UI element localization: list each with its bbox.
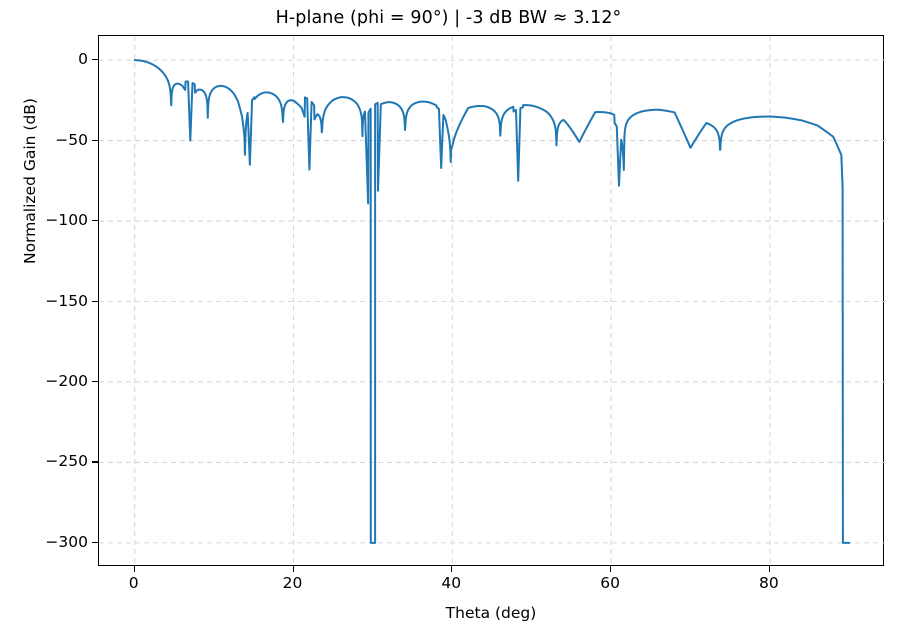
plot-svg [99, 36, 885, 567]
x-tick-label: 0 [128, 574, 139, 592]
x-tick-label: 20 [282, 574, 303, 592]
data-line-normalized-gain [133, 59, 851, 544]
y-tick-label: −300 [45, 532, 88, 551]
y-tick-label: −200 [45, 371, 88, 390]
x-tick-label: 40 [441, 574, 462, 592]
y-tick-label: −100 [45, 211, 88, 230]
y-axis-tick-labels: 0 −50 −100 −150 −200 −250 −300 [0, 0, 88, 637]
y-tickmark [92, 139, 98, 141]
y-tick-label: −150 [45, 291, 88, 310]
y-tickmark [92, 380, 98, 383]
x-tickmark [133, 566, 135, 572]
x-tick-label: 60 [600, 574, 620, 592]
y-tickmark [92, 541, 98, 543]
y-tick-label: −50 [55, 130, 88, 149]
y-tick-label: −250 [45, 452, 88, 471]
x-tickmark [292, 566, 294, 572]
y-tickmark [92, 220, 98, 222]
x-tickmark [610, 566, 612, 572]
y-tick-label: 0 [78, 50, 88, 69]
y-tickmark [92, 461, 98, 463]
y-tickmark [92, 300, 98, 302]
data-series-group [133, 59, 851, 544]
y-axis-label: Normalized Gain (dB) [21, 98, 39, 264]
x-axis-label: Theta (deg) [445, 604, 537, 622]
x-tick-label: 80 [759, 574, 779, 592]
plot-area [98, 35, 885, 567]
x-tickmark [451, 566, 453, 572]
x-tickmark [768, 566, 770, 572]
grid-lines-horizontal [99, 59, 885, 544]
chart-title: H-plane (phi = 90°) | -3 dB BW ≈ 3.12° [275, 8, 622, 28]
y-tickmark [92, 59, 98, 61]
